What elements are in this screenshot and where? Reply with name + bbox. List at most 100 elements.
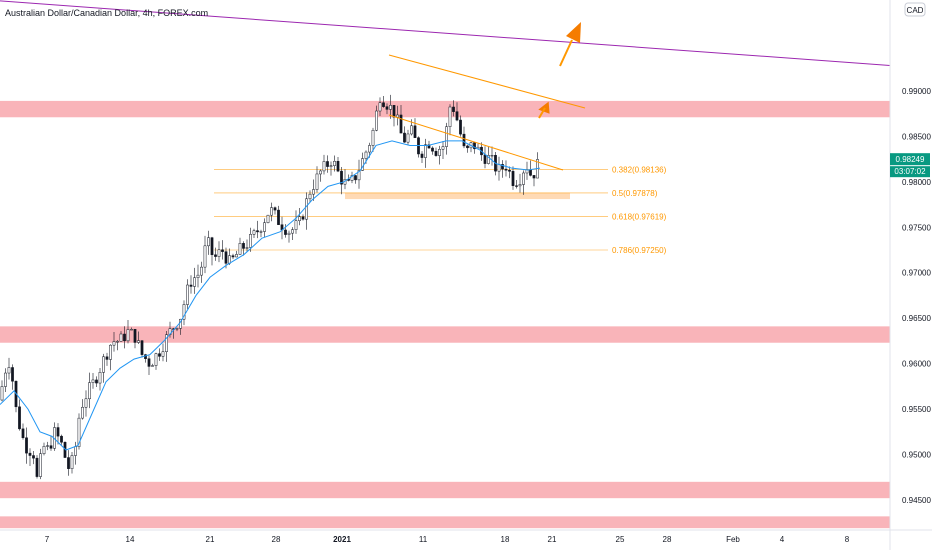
- candle-body: [333, 160, 336, 166]
- candle-body: [221, 249, 224, 252]
- price-zone-1[interactable]: [0, 100, 890, 118]
- candle-body: [441, 146, 445, 150]
- candle-body: [245, 247, 249, 249]
- candle-body: [354, 175, 357, 181]
- candle-body: [448, 106, 452, 127]
- candle-body: [193, 277, 196, 287]
- time-label-11: 11: [419, 535, 428, 544]
- candle-body: [91, 379, 95, 383]
- candle-body: [228, 255, 231, 264]
- candle-body: [56, 427, 60, 437]
- candle-body: [308, 193, 312, 200]
- candle-body: [175, 328, 179, 330]
- candle-body: [235, 254, 238, 258]
- candle-body: [326, 161, 329, 167]
- candle-body: [126, 329, 130, 342]
- candle-body: [0, 386, 4, 401]
- price-zone-4[interactable]: [0, 516, 890, 529]
- candle-body: [263, 222, 266, 232]
- fib-label-05: 0.5(0.97878): [612, 189, 658, 198]
- price-tick-label: 0.95000: [902, 451, 931, 460]
- time-label-feb: Feb: [726, 535, 740, 544]
- candle-body: [298, 216, 301, 221]
- current-price-badge: [890, 153, 930, 166]
- candle-body: [210, 237, 214, 256]
- price-axis[interactable]: CAD 0.99000 0.98500 0.98000 0.97500 0.97000 0…: [889, 0, 931, 550]
- candle-body: [102, 356, 105, 373]
- descending-channel[interactable]: [388, 54, 586, 171]
- candle-body: [116, 341, 119, 343]
- candle-body: [487, 155, 490, 164]
- candle-body: [459, 119, 462, 135]
- moving-average-line: [0, 140, 541, 451]
- candle-body: [74, 446, 77, 456]
- candle-body: [329, 165, 333, 167]
- candle-body: [511, 171, 515, 186]
- channel-lower-line[interactable]: [388, 114, 564, 171]
- arrow-up-large-icon[interactable]: [559, 22, 581, 67]
- channel-upper-line[interactable]: [388, 54, 586, 109]
- fib-label-0382: 0.382(0.98136): [612, 165, 667, 174]
- candle-body: [466, 145, 469, 149]
- time-label-14: 14: [126, 535, 135, 544]
- candle-body: [32, 455, 35, 459]
- candle-body: [382, 102, 385, 107]
- candle-body: [518, 184, 522, 187]
- candle-body: [67, 457, 70, 469]
- fib-label-0786: 0.786(0.97250): [612, 246, 667, 255]
- candle-body: [182, 304, 186, 320]
- candle-body: [161, 351, 165, 357]
- candle-body: [11, 367, 14, 382]
- candle-body: [151, 365, 154, 367]
- symbol-title: Australian Dollar/Canadian Dollar, 4h, F…: [5, 8, 208, 18]
- support-zone[interactable]: [345, 192, 570, 200]
- candle-body: [532, 175, 536, 179]
- candle-body: [399, 114, 403, 134]
- candle-body: [7, 367, 11, 374]
- arrow-up-small-icon[interactable]: [538, 99, 553, 119]
- time-label-2021: 2021: [333, 535, 351, 544]
- candle-body: [410, 125, 413, 135]
- candle-body: [305, 198, 308, 220]
- candle-body: [284, 229, 287, 235]
- candle-body: [294, 220, 298, 230]
- candle-body: [529, 169, 532, 176]
- price-zone-3[interactable]: [0, 481, 890, 499]
- fibonacci-retracement[interactable]: 0.382(0.98136) 0.5(0.97878) 0.618(0.9761…: [214, 165, 667, 255]
- candle-body: [266, 214, 270, 223]
- price-tick-label: 0.98500: [902, 132, 931, 141]
- long-trendline[interactable]: [0, 0, 891, 66]
- candle-body: [375, 110, 378, 131]
- candle-body: [123, 333, 126, 342]
- candle-body: [88, 382, 91, 400]
- candle-body: [158, 353, 161, 357]
- candle-body: [214, 254, 217, 257]
- candle-body: [81, 406, 84, 419]
- time-axis[interactable]: 7 14 21 28 2021 11 18 21 25 28 Feb 4 8: [0, 529, 932, 544]
- candle-body: [256, 230, 259, 233]
- candle-body: [259, 231, 263, 233]
- candle-body: [508, 170, 511, 172]
- time-label-7: 7: [45, 535, 50, 544]
- currency-badge[interactable]: [904, 2, 926, 17]
- candle-body: [322, 161, 326, 172]
- candle-body: [130, 329, 133, 331]
- candle-body: [483, 154, 487, 164]
- candle-body: [112, 341, 116, 346]
- price-tick-label: 0.97000: [902, 269, 931, 278]
- candle-body: [368, 145, 371, 153]
- price-zone-2[interactable]: [0, 326, 890, 343]
- time-label-21b: 21: [548, 535, 557, 544]
- candle-body: [473, 142, 476, 150]
- candle-body: [364, 151, 368, 159]
- candle-body: [95, 379, 98, 384]
- candle-body: [137, 340, 140, 343]
- price-tick-label: 0.96500: [902, 314, 931, 323]
- candle-body: [515, 185, 518, 187]
- time-label-25: 25: [616, 535, 625, 544]
- candle-body: [403, 132, 406, 143]
- candle-body: [60, 435, 63, 443]
- candle-body: [434, 150, 438, 156]
